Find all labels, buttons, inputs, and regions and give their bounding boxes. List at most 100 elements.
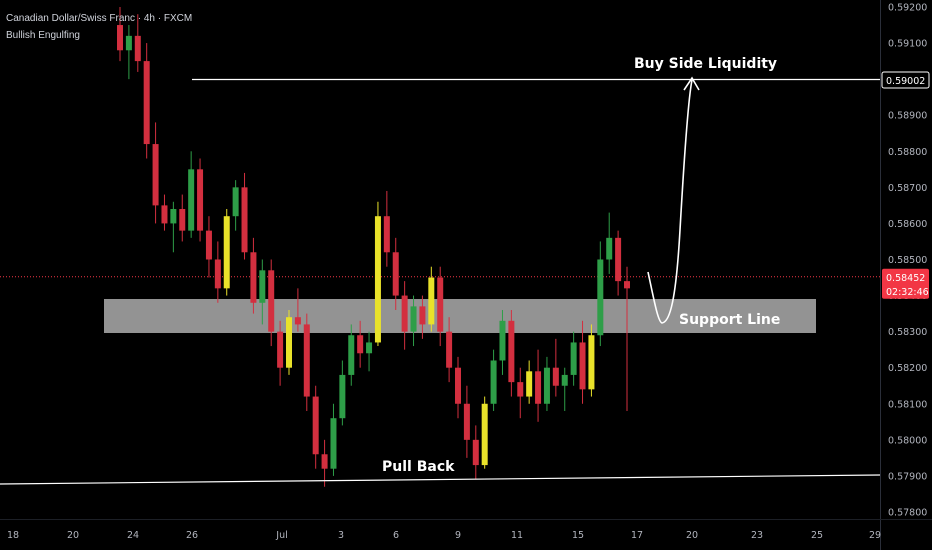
pull-back-label: Pull Back <box>382 459 455 475</box>
support-zone <box>104 299 816 333</box>
candle-body <box>330 418 337 469</box>
candle-body <box>570 342 577 375</box>
candle <box>117 7 123 62</box>
candle <box>348 324 355 386</box>
candle <box>552 338 559 397</box>
candle <box>357 320 364 368</box>
candle <box>366 331 373 372</box>
price-tick-label: 0.58500 <box>888 255 927 266</box>
candle <box>463 385 470 458</box>
time-tick-label: 20 <box>67 530 79 541</box>
candle <box>419 295 426 339</box>
candle-body <box>152 144 159 206</box>
candle-body <box>463 403 470 440</box>
candle <box>205 216 212 278</box>
time-tick-label: 9 <box>455 530 461 541</box>
candle <box>526 360 533 404</box>
time-tick-label: 25 <box>811 530 823 541</box>
price-tick-label: 0.59200 <box>888 3 927 14</box>
time-tick-label: 17 <box>631 530 643 541</box>
candle <box>606 212 613 274</box>
candle <box>134 14 141 72</box>
candle <box>517 367 524 419</box>
candle <box>214 241 221 303</box>
candle-body <box>214 259 221 289</box>
price-tick-label: 0.58800 <box>888 147 927 158</box>
candle <box>286 309 292 375</box>
candle-body <box>472 439 479 466</box>
candle <box>152 122 159 224</box>
candle <box>188 151 195 238</box>
candle <box>268 259 275 347</box>
arrowhead-icon <box>683 76 700 91</box>
price-tick-label: 0.58300 <box>888 327 927 338</box>
candle-body <box>179 208 186 231</box>
time-axis: 18 20 24 26 Jul 3 6 9 11 15 17 20 23 25 29 <box>7 530 881 541</box>
candle <box>179 194 186 242</box>
candle-body <box>383 216 390 253</box>
candle <box>339 360 346 426</box>
candle <box>472 425 479 480</box>
candle <box>303 313 310 411</box>
price-tick-label: 0.58700 <box>888 183 927 194</box>
candle-body <box>250 252 257 303</box>
target-price-value: 0.59002 <box>886 76 925 87</box>
price-tick-label: 0.58200 <box>888 363 927 374</box>
time-tick-label: Jul <box>275 530 287 541</box>
candle <box>561 367 568 411</box>
candle-body <box>312 396 319 455</box>
candle-body <box>561 374 568 386</box>
candle-body <box>268 270 275 332</box>
candle-body <box>535 371 542 404</box>
candle-body <box>205 230 212 260</box>
candle <box>277 320 284 386</box>
candle <box>543 356 550 411</box>
candle-body <box>197 169 204 231</box>
candle-body <box>374 216 381 343</box>
candle-body <box>517 382 524 397</box>
candle-body <box>552 367 559 386</box>
time-tick-label: 15 <box>572 530 584 541</box>
candle-body <box>294 317 301 325</box>
candle <box>232 180 239 231</box>
candle-body <box>125 35 132 51</box>
candle <box>312 385 319 469</box>
candle-body <box>303 324 310 397</box>
candle-body <box>161 205 168 224</box>
time-tick-label: 26 <box>186 530 198 541</box>
candle <box>383 190 390 267</box>
price-tick-label: 0.59100 <box>888 39 927 50</box>
candle <box>481 396 488 469</box>
candle <box>197 158 204 242</box>
candle <box>161 194 168 231</box>
candle <box>259 259 266 325</box>
candle-body <box>339 374 346 419</box>
time-tick-label: 6 <box>393 530 399 541</box>
candle-body <box>481 403 488 466</box>
candle-body <box>357 335 364 354</box>
candle <box>446 317 453 383</box>
candle <box>437 266 444 347</box>
candle <box>392 237 399 310</box>
candle-body <box>588 335 595 390</box>
indicator-label: Bullish Engulfing <box>6 30 80 41</box>
candle-body <box>401 295 408 332</box>
candle <box>624 266 630 411</box>
candle-body <box>241 187 248 253</box>
candle-body <box>134 35 141 62</box>
target-price-tag: 0.59002 <box>881 71 930 89</box>
candle-body <box>232 187 239 217</box>
candle <box>508 309 515 397</box>
candle-body <box>188 169 195 231</box>
candle-body <box>490 360 497 404</box>
candle <box>615 230 622 296</box>
candle-body <box>321 454 328 469</box>
symbol-title: Canadian Dollar/Swiss Franc · 4h · FXCM <box>6 13 193 24</box>
candle <box>321 439 328 487</box>
time-tick-label: 24 <box>127 530 139 541</box>
time-tick-label: 20 <box>686 530 698 541</box>
time-tick-label: 11 <box>511 530 523 541</box>
candle-body <box>508 320 515 383</box>
